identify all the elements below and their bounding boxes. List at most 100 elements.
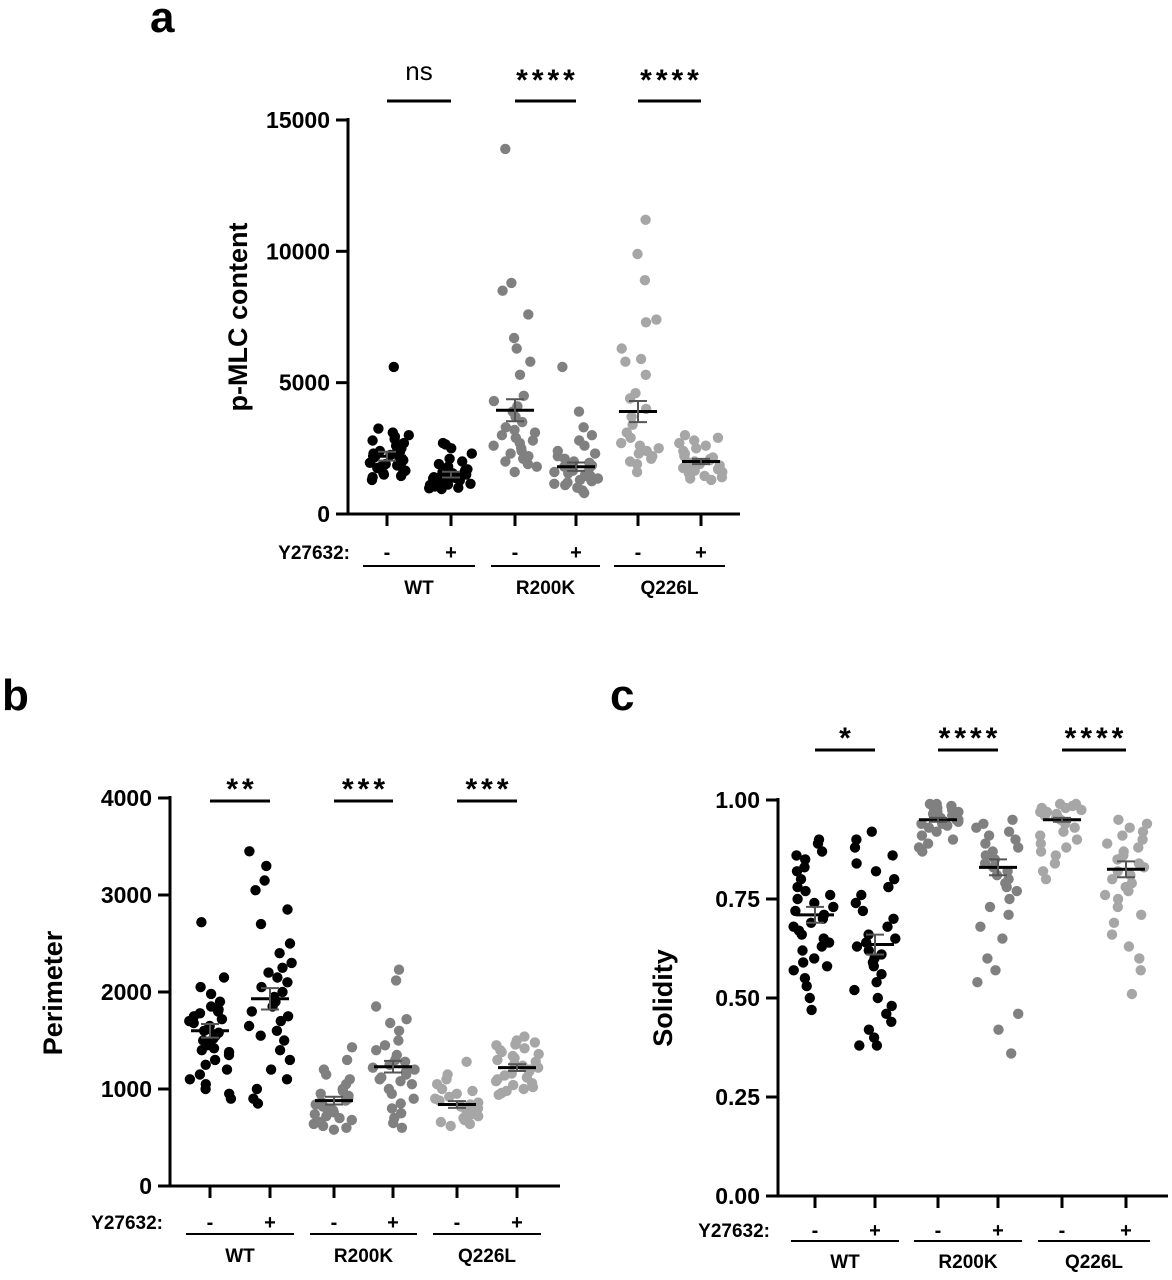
data-point	[866, 826, 877, 837]
data-point	[408, 1093, 419, 1104]
data-point	[563, 468, 574, 479]
panel-c-letter: c	[610, 671, 634, 720]
data-point	[980, 850, 991, 861]
data-point	[800, 854, 811, 865]
data-point	[214, 996, 226, 1007]
data-point	[850, 897, 861, 909]
data-point	[496, 430, 508, 441]
data-point	[851, 834, 862, 845]
data-point	[549, 466, 560, 478]
y-tick-label: 5000	[279, 370, 330, 396]
data-point	[953, 816, 964, 827]
data-point	[453, 482, 464, 493]
data-point	[509, 424, 520, 436]
data-point	[367, 435, 378, 446]
data-point	[816, 941, 827, 952]
data-point	[436, 483, 447, 495]
data-point	[212, 1006, 224, 1017]
treatment-sign: -	[635, 542, 642, 564]
data-point	[464, 1118, 476, 1130]
data-point	[712, 432, 724, 443]
data-point	[282, 904, 293, 915]
data-point	[870, 866, 882, 877]
data-point	[816, 846, 828, 857]
data-point	[868, 1032, 880, 1043]
data-point	[1117, 830, 1128, 841]
data-point	[812, 838, 824, 849]
data-point	[560, 479, 571, 491]
data-point	[255, 918, 267, 930]
data-point	[1124, 822, 1135, 833]
data-point	[872, 992, 883, 1004]
data-point	[390, 975, 402, 986]
data-point	[1069, 822, 1080, 833]
data-point	[441, 1074, 452, 1085]
data-point	[396, 1122, 408, 1134]
treatment-sign: +	[570, 542, 582, 564]
data-point	[871, 1040, 883, 1051]
data-point	[825, 889, 836, 901]
group-label: WT	[225, 1246, 255, 1267]
data-point	[341, 1122, 352, 1134]
data-point	[792, 881, 803, 893]
data-point	[1141, 818, 1153, 829]
data-point	[1013, 1008, 1024, 1019]
data-point	[364, 457, 376, 468]
data-point	[863, 1024, 875, 1035]
data-point	[626, 411, 637, 422]
data-point	[1106, 929, 1118, 940]
data-point	[527, 1081, 539, 1093]
data-point	[1133, 842, 1144, 853]
data-point	[549, 478, 560, 489]
data-point	[689, 435, 700, 446]
y-tick-label: 1000	[101, 1076, 152, 1102]
data-point	[466, 448, 477, 459]
data-point	[851, 941, 863, 952]
data-point	[1138, 862, 1150, 873]
data-point	[876, 969, 887, 980]
data-point	[849, 842, 861, 853]
data-point	[1049, 858, 1061, 869]
data-point	[522, 458, 534, 470]
y-axis-title: p-MLC content	[223, 223, 253, 412]
data-point	[251, 1083, 263, 1095]
data-point	[586, 476, 597, 487]
data-point	[923, 822, 935, 833]
data-point	[309, 1109, 320, 1120]
data-point	[856, 889, 867, 901]
data-point	[200, 1083, 211, 1095]
data-point	[674, 437, 685, 449]
data-point	[586, 430, 598, 441]
data-point	[1035, 838, 1047, 849]
treatment-sign: -	[384, 542, 391, 564]
data-point	[272, 972, 283, 983]
data-point	[631, 466, 643, 478]
data-point	[573, 406, 585, 417]
data-point	[510, 1039, 521, 1050]
significance-label: ***	[465, 773, 512, 806]
data-point	[523, 309, 534, 320]
data-point	[379, 1040, 391, 1051]
data-point	[244, 846, 255, 857]
data-point	[386, 1088, 397, 1100]
y-axis-title: Solidity	[648, 949, 678, 1047]
data-point	[519, 1043, 530, 1054]
data-point	[497, 285, 508, 296]
y-tick-label: 0.00	[715, 1183, 760, 1209]
significance-label: *	[839, 722, 855, 755]
data-point	[508, 332, 520, 344]
data-point	[370, 1001, 382, 1012]
data-point	[373, 423, 384, 434]
data-point	[1136, 909, 1147, 920]
y-tick-label: 0.75	[715, 886, 760, 912]
data-point	[651, 314, 662, 325]
treatment-sign: +	[264, 1212, 276, 1234]
data-point	[1037, 866, 1049, 877]
data-point	[1108, 917, 1120, 928]
data-point	[286, 957, 297, 969]
treatment-sign: -	[454, 1212, 461, 1234]
y-tick-label: 3000	[101, 882, 152, 908]
data-point	[275, 1015, 286, 1027]
data-point	[616, 437, 627, 449]
data-point	[436, 1083, 448, 1095]
